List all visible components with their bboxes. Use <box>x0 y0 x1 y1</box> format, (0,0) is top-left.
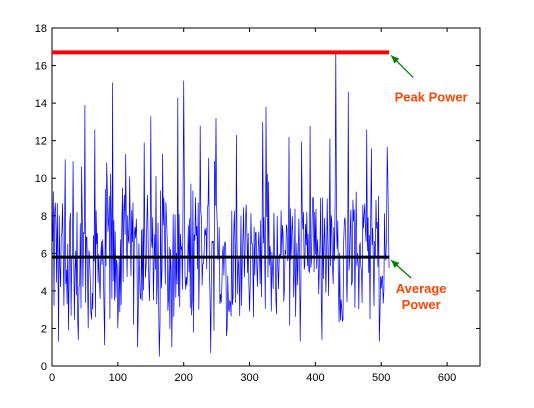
peak-power-arrowhead <box>391 55 400 64</box>
annotation-layer: Peak Power Average Power <box>390 54 468 312</box>
x-tick-label: 0 <box>49 372 55 384</box>
series-layer <box>52 50 390 259</box>
x-tick-label: 300 <box>240 372 258 384</box>
x-tick-label: 100 <box>109 372 127 384</box>
average-power-label-line-1: Average <box>396 281 447 296</box>
x-axis: 0 100 200 300 400 500 600 <box>49 28 456 384</box>
y-tick-label: 18 <box>35 23 47 35</box>
average-power-arrowhead <box>391 260 400 269</box>
y-tick-label: 6 <box>41 248 47 260</box>
x-tick-label: 400 <box>306 372 324 384</box>
x-tick-label: 600 <box>438 372 456 384</box>
y-tick-label: 14 <box>35 98 47 110</box>
y-tick-label: 8 <box>41 211 47 223</box>
x-tick-label: 500 <box>372 372 390 384</box>
y-tick-label: 2 <box>41 323 47 335</box>
y-tick-label: 12 <box>35 136 47 148</box>
y-tick-label: 0 <box>41 361 47 373</box>
average-power-label-line-2: Power <box>402 297 441 312</box>
y-tick-label: 10 <box>35 173 47 185</box>
y-tick-label: 4 <box>41 286 47 298</box>
x-tick-label: 200 <box>175 372 193 384</box>
y-tick-label: 16 <box>35 61 47 73</box>
signal-layer <box>52 52 390 357</box>
peak-power-label: Peak Power <box>395 89 468 104</box>
signal-series-line <box>52 52 390 357</box>
